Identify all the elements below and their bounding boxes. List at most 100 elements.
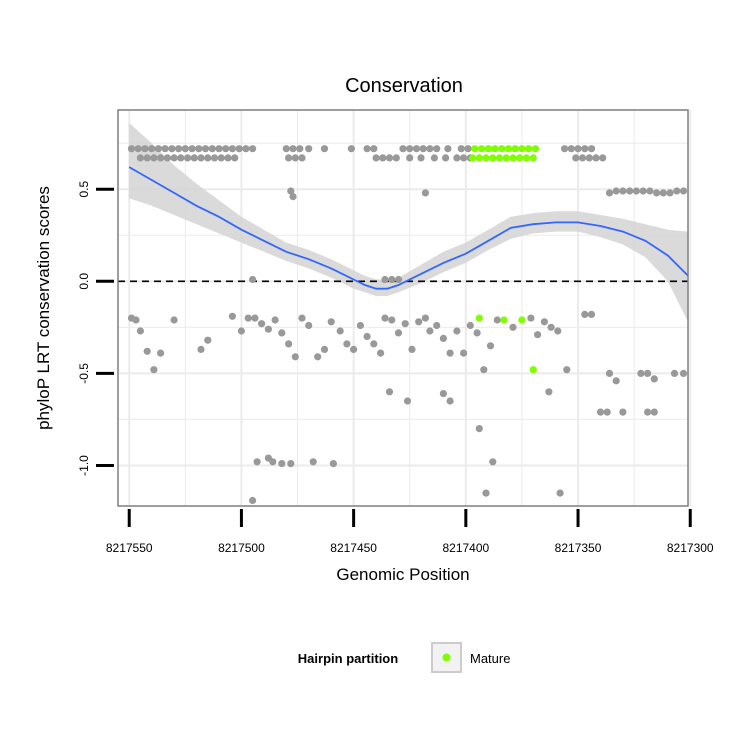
panel-background [118, 110, 688, 506]
data-point [433, 321, 441, 330]
data-point [282, 145, 290, 153]
data-point [195, 145, 203, 153]
data-point [421, 314, 429, 322]
data-point [563, 366, 571, 374]
data-point-mature [471, 145, 479, 153]
data-point-mature [489, 154, 497, 162]
data-point [480, 366, 488, 374]
data-point [132, 316, 140, 324]
data-point [289, 193, 297, 201]
data-point [585, 154, 593, 162]
data-point [184, 154, 192, 162]
data-point-mature [500, 316, 508, 324]
data-point [644, 408, 652, 416]
data-point [457, 145, 465, 153]
data-point [305, 321, 313, 330]
data-point [406, 145, 414, 153]
data-point-mature [495, 154, 504, 162]
data-point [161, 145, 169, 153]
y-axis-title: phyloP LRT conservation scores [34, 186, 53, 430]
data-point [336, 327, 344, 335]
data-point [287, 460, 295, 468]
data-point [231, 154, 239, 162]
data-point [190, 154, 198, 162]
data-point [264, 325, 272, 333]
data-point [291, 353, 299, 361]
data-point [466, 321, 474, 330]
data-point-mature [469, 154, 477, 162]
data-point [626, 187, 634, 195]
data-point [399, 145, 407, 153]
data-point [412, 145, 421, 153]
data-point [278, 460, 286, 468]
data-point [673, 187, 681, 195]
data-point [587, 310, 596, 318]
data-point [197, 154, 205, 162]
data-point [632, 187, 641, 195]
data-point [460, 154, 468, 162]
data-point [370, 145, 378, 153]
data-point [433, 145, 441, 153]
data-point [509, 323, 517, 331]
data-point [320, 345, 329, 353]
data-point [134, 145, 142, 153]
data-point-mature [502, 154, 510, 162]
data-point [127, 145, 136, 153]
data-point [475, 425, 483, 433]
data-point [430, 154, 438, 162]
data-point [646, 187, 654, 195]
data-point [540, 318, 549, 326]
data-point [403, 397, 412, 405]
y-tick-label: 0.0 [77, 273, 91, 290]
data-point-mature [511, 145, 519, 153]
data-point [388, 316, 396, 324]
data-point [482, 489, 490, 497]
data-point [572, 154, 580, 162]
data-point [251, 314, 259, 322]
data-point [592, 154, 600, 162]
data-point [581, 145, 589, 153]
x-tick-label: 8217550 [106, 541, 153, 555]
data-point [204, 336, 212, 344]
data-point [439, 334, 447, 342]
data-point [363, 332, 371, 341]
data-point [489, 458, 497, 466]
data-point [291, 154, 299, 162]
data-point [253, 458, 261, 466]
data-point [208, 145, 216, 153]
data-point [309, 458, 317, 466]
data-point [650, 375, 658, 383]
y-tick-label: -0.5 [77, 363, 91, 384]
chart-title: Conservation [345, 75, 463, 97]
points-other [127, 145, 688, 505]
data-point [237, 327, 245, 335]
data-point-mature [529, 366, 537, 374]
data-point [679, 369, 688, 377]
data-point-mature [475, 154, 483, 162]
x-tick-label: 8217500 [218, 541, 265, 555]
data-point [350, 345, 358, 353]
data-point [249, 145, 257, 153]
data-point [545, 388, 553, 396]
data-point [197, 345, 205, 353]
data-point [439, 390, 447, 398]
data-point [453, 154, 461, 162]
data-point [619, 187, 627, 195]
panel-border [117, 109, 689, 507]
x-tick-label: 8217400 [442, 541, 489, 555]
data-point [143, 154, 151, 162]
data-point [215, 145, 223, 153]
data-point [154, 145, 162, 153]
data-point [547, 323, 555, 331]
plot-panel [117, 109, 692, 507]
data-point [249, 496, 257, 505]
data-point [426, 145, 434, 153]
data-point [554, 327, 562, 335]
data-point [285, 154, 293, 162]
data-point [258, 320, 266, 328]
data-point [278, 329, 286, 337]
data-point [605, 369, 614, 377]
data-point [148, 145, 156, 153]
data-point-mature [518, 316, 526, 324]
data-point [446, 397, 454, 405]
